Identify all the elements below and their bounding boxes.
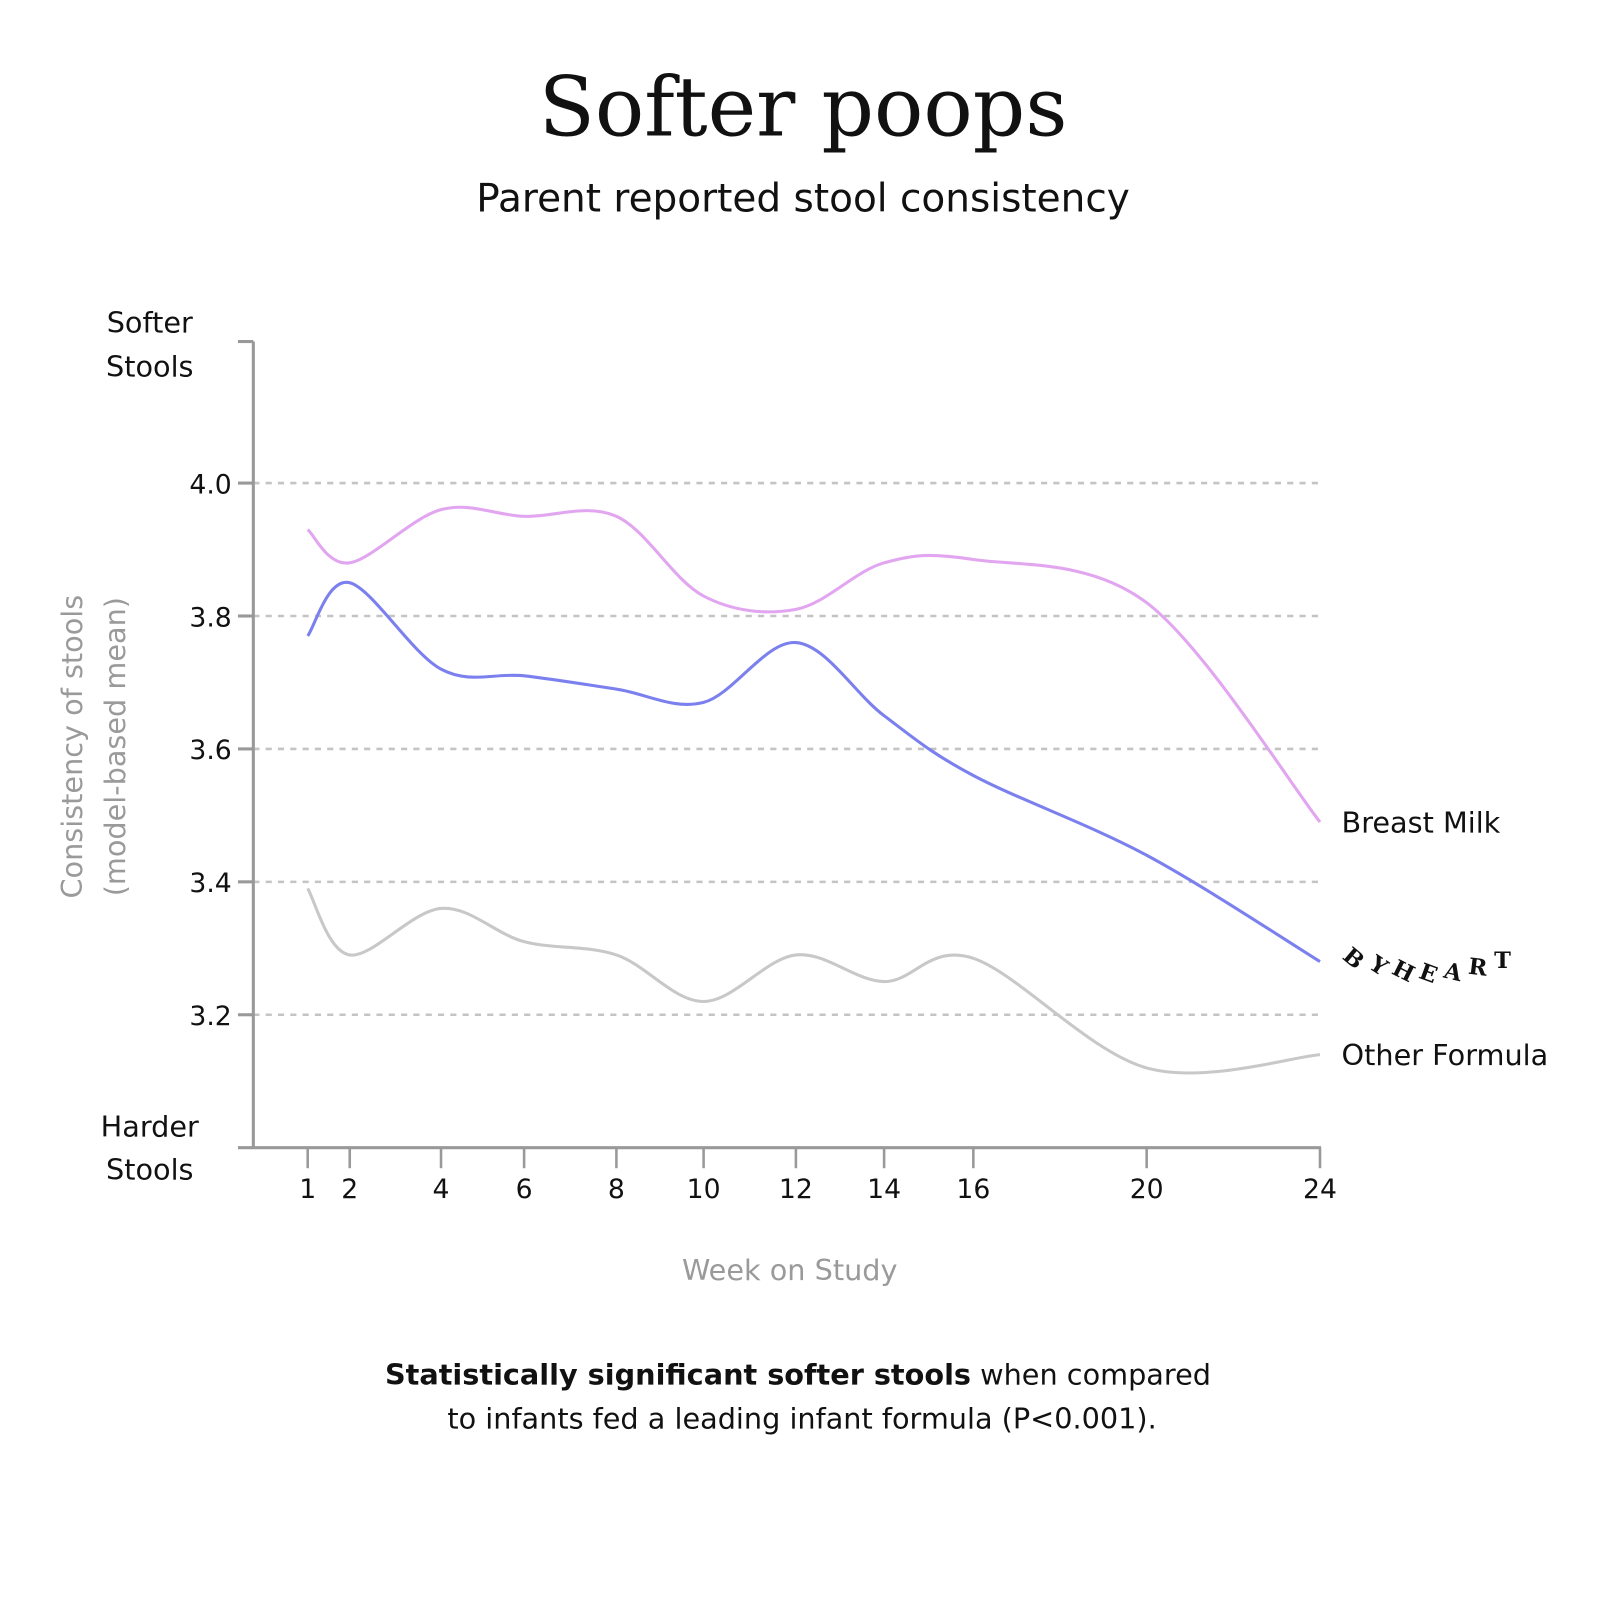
byheart-logo-letter: T — [1494, 948, 1511, 974]
y-axis-label-line1: Consistency of stools — [55, 595, 89, 899]
byheart-logo-letter: A — [1440, 958, 1464, 988]
y-bottom-label-line1: Harder — [101, 1109, 199, 1143]
byheart-logo-letter: E — [1416, 959, 1441, 989]
y-top-label-line2: Stools — [106, 349, 194, 383]
x-tick-label: 10 — [687, 1174, 721, 1205]
y-tick-label: 3.2 — [189, 1001, 231, 1032]
series-line-other-formula — [306, 887, 1321, 1075]
chart-subtitle: Parent reported stool consistency — [476, 176, 1130, 221]
x-tick-label: 12 — [779, 1174, 813, 1205]
y-bottom-label-line2: Stools — [106, 1152, 194, 1186]
y-tick-label: 3.4 — [189, 868, 231, 899]
x-tick-label: 4 — [433, 1174, 450, 1205]
y-top-label-line1: Softer — [107, 305, 193, 339]
y-tick-label: 4.0 — [189, 469, 231, 500]
footnote-line2: to infants fed a leading infant formula … — [447, 1402, 1156, 1436]
x-axis-label: Week on Study — [682, 1253, 898, 1287]
x-tick-label: 16 — [956, 1174, 990, 1205]
x-tick-label: 24 — [1303, 1174, 1337, 1205]
y-tick-label: 3.6 — [189, 735, 231, 766]
byheart-logo-letter: R — [1467, 954, 1489, 982]
x-tick-label: 8 — [608, 1174, 625, 1205]
y-axis-label-line2: (model-based mean) — [98, 597, 132, 896]
x-tick-label: 20 — [1130, 1174, 1164, 1205]
x-tick-label: 14 — [867, 1174, 901, 1205]
series-line-byheart — [306, 581, 1321, 963]
y-tick-label: 3.8 — [189, 602, 231, 633]
x-tick-label: 6 — [516, 1174, 533, 1205]
byheart-logo-letter: H — [1388, 955, 1419, 988]
x-tick-label: 2 — [341, 1174, 358, 1205]
chart-title: Softer poops — [539, 60, 1068, 155]
series-label: Other Formula — [1342, 1038, 1549, 1072]
footnote-rest: when compared — [971, 1358, 1211, 1392]
x-tick-label: 1 — [299, 1174, 316, 1205]
footnote-bold: Statistically significant softer stools — [385, 1358, 971, 1392]
series-label: Breast Milk — [1342, 805, 1501, 839]
footnote-line1: Statistically significant softer stools … — [385, 1358, 1211, 1392]
series-line-breast-milk — [306, 505, 1322, 823]
byheart-logo-letter: B — [1338, 943, 1369, 975]
